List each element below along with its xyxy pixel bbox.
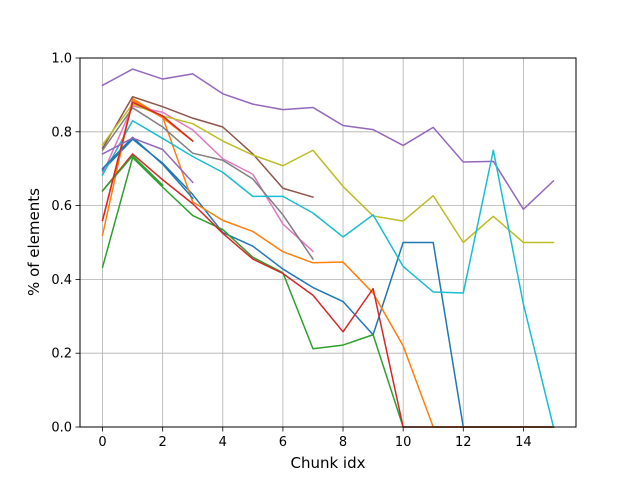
x-tick-label: 2 [159,435,167,450]
y-tick-label: 0.8 [51,125,72,140]
y-tick-label: 0.0 [51,421,72,436]
x-axis-label: Chunk idx [290,454,365,472]
series-line-5 [101,96,314,199]
series-line-14 [101,137,194,184]
y-tick-label: 0.2 [51,347,72,362]
y-tick-label: 0.6 [51,199,72,214]
series-line-4 [101,68,555,211]
series-line-6 [101,105,315,253]
plot-frame [79,57,577,428]
series-line-8 [101,103,555,244]
x-tick-label: 12 [455,435,472,450]
x-tick-label: 6 [279,435,287,450]
series-line-10 [101,136,194,200]
series-line-13 [101,101,194,222]
y-tick-label: 0.4 [51,273,72,288]
y-tick-label: 1.0 [51,52,72,67]
series-lines [101,68,555,428]
x-tick-label: 8 [339,435,347,450]
axis-ticks: 0 2 4 6 8 10 12 14 0.0 0.2 0.4 0.6 0.8 1.0 [51,52,531,451]
series-line-2 [101,156,555,428]
series-line-7 [101,107,315,261]
series-line-1 [101,97,555,428]
y-axis-label: % of elements [25,188,43,296]
x-tick-label: 14 [515,435,532,450]
series-line-9 [101,119,555,428]
x-tick-label: 4 [219,435,227,450]
x-tick-label: 0 [98,435,106,450]
x-tick-label: 10 [395,435,412,450]
